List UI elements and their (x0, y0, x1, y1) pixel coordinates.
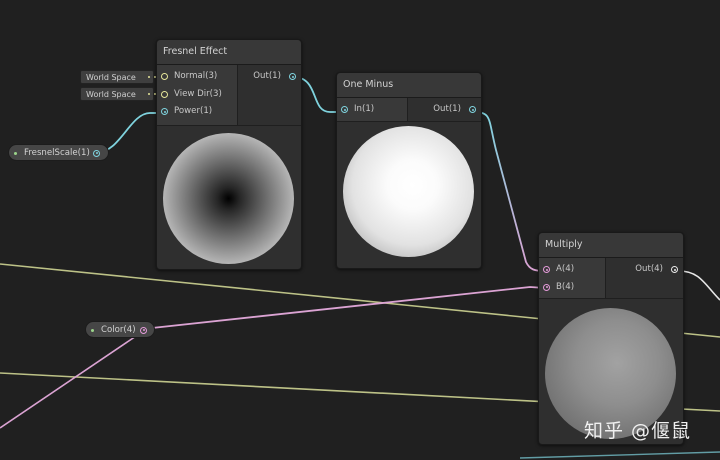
viewdir-space-label: World Space (86, 90, 136, 99)
viewdir-space-field[interactable]: World Space (80, 87, 154, 101)
vector-port-icon[interactable] (161, 90, 168, 98)
one-minus-output-port[interactable]: Out(1) (408, 101, 481, 119)
one-minus-preview (337, 122, 481, 267)
multiply-node[interactable]: Multiply A(4) B(4) Out(4) (538, 232, 684, 445)
color-property-label: Color(4) (101, 325, 136, 335)
fresnel-output-port[interactable]: Out(1) (238, 68, 301, 86)
fresnel-effect-node[interactable]: Fresnel Effect Normal(3) View Dir(3) Pow… (156, 39, 302, 270)
one-minus-node[interactable]: One Minus In(1) Out(1) (336, 72, 482, 269)
in-input-label: In(1) (354, 104, 375, 114)
one-minus-ports: In(1) Out(1) (337, 98, 481, 122)
watermark-text: 知乎 @偃鼠 (584, 420, 692, 442)
a-input-port[interactable]: A(4) (539, 261, 605, 279)
b-input-port[interactable]: B(4) (539, 279, 605, 297)
fresnelscale-label: FresnelScale(1) (24, 148, 90, 158)
b-input-label: B(4) (556, 281, 575, 292)
fresnelscale-property-node[interactable]: FresnelScale(1) (8, 144, 109, 161)
vector-port-icon[interactable] (161, 73, 168, 80)
fresnel-preview-sphere (163, 133, 294, 264)
float-port-icon[interactable] (341, 106, 348, 113)
one-minus-output-label: Out(1) (433, 104, 461, 114)
float-port-icon[interactable] (289, 73, 296, 80)
property-indicator-icon (14, 152, 17, 155)
color-property-node[interactable]: Color(4) (85, 321, 155, 338)
multiply-output-port[interactable]: Out(4) (606, 261, 683, 279)
multiply-inputs: A(4) B(4) (539, 258, 605, 298)
multiply-preview-sphere (545, 308, 676, 439)
field-connector-dot-icon (148, 93, 150, 95)
normal-input-label: Normal(3) (174, 71, 218, 81)
float-port-icon[interactable] (161, 108, 168, 115)
viewdir-input-port[interactable]: View Dir(3) (157, 86, 237, 104)
float-port-icon[interactable] (93, 149, 100, 157)
output-port-icon[interactable] (671, 266, 678, 273)
fresnel-output-label: Out(1) (253, 71, 281, 81)
color-port-icon[interactable] (140, 326, 147, 334)
viewdir-input-label: View Dir(3) (174, 88, 222, 99)
power-input-port[interactable]: Power(1) (157, 103, 237, 121)
fresnel-preview (157, 126, 301, 269)
multiply-ports: A(4) B(4) Out(4) (539, 258, 683, 299)
normal-space-field[interactable]: World Space (80, 70, 154, 84)
multiply-preview (539, 299, 683, 444)
one-minus-node-title: One Minus (337, 73, 481, 98)
color-port-icon[interactable] (543, 283, 550, 291)
one-minus-preview-sphere (343, 126, 474, 257)
normal-input-port[interactable]: Normal(3) (157, 68, 237, 86)
multiply-output-label: Out(4) (635, 264, 663, 274)
fresnel-outputs: Out(1) (237, 65, 301, 125)
multiply-outputs: Out(4) (605, 258, 683, 298)
multiply-node-title: Multiply (539, 233, 683, 258)
normal-space-label: World Space (86, 73, 136, 82)
float-port-icon[interactable] (469, 106, 476, 113)
power-input-label: Power(1) (174, 106, 213, 116)
property-indicator-icon (91, 329, 94, 332)
in-input-port[interactable]: In(1) (337, 101, 407, 119)
a-input-label: A(4) (556, 264, 575, 274)
fresnel-inputs: Normal(3) View Dir(3) Power(1) (157, 65, 237, 125)
one-minus-inputs: In(1) (337, 98, 407, 121)
field-connector-dot-icon (148, 76, 150, 78)
color-port-icon[interactable] (543, 266, 550, 273)
fresnel-node-title: Fresnel Effect (157, 40, 301, 65)
one-minus-outputs: Out(1) (407, 98, 481, 121)
fresnel-ports: Normal(3) View Dir(3) Power(1) Out(1) (157, 65, 301, 126)
